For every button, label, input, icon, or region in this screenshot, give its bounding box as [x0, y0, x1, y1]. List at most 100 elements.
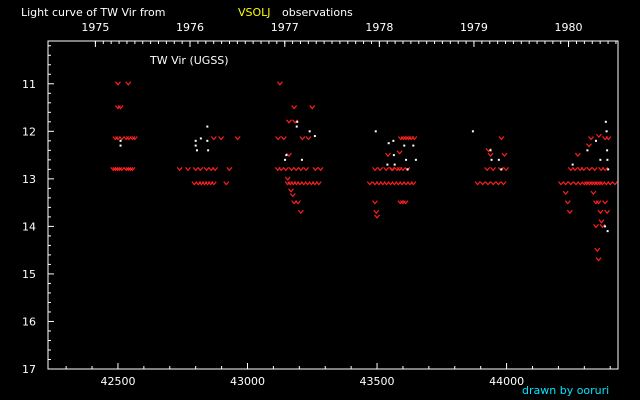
- fainter-than-mark: [574, 152, 581, 158]
- fainter-than-mark: [288, 188, 294, 193]
- observation-point: [386, 163, 389, 166]
- observation-point: [500, 168, 503, 171]
- fainter-than-mark: [192, 166, 199, 172]
- fainter-than-mark: [297, 166, 304, 172]
- fainter-than-mark: [303, 166, 310, 172]
- observation-point: [471, 130, 474, 133]
- fainter-than-mark: [399, 166, 406, 172]
- fainter-than-mark: [595, 133, 602, 139]
- fainter-than-mark: [289, 193, 296, 198]
- fainter-than-mark: [276, 81, 283, 86]
- fainter-than-mark: [125, 166, 132, 172]
- fainter-than-mark: [490, 181, 497, 186]
- year-tick-label: 1975: [81, 21, 109, 34]
- chart-title-suffix: observations: [282, 6, 353, 19]
- fainter-than-mark: [567, 181, 574, 186]
- fainter-than-mark: [210, 181, 217, 186]
- fainter-than-mark: [366, 181, 373, 186]
- observation-point: [119, 139, 122, 142]
- fainter-than-mark: [114, 166, 121, 172]
- fainter-than-mark: [564, 200, 571, 205]
- observation-point: [403, 144, 406, 147]
- observation-point: [285, 154, 288, 157]
- fainter-than-mark: [593, 224, 599, 229]
- y-tick-label: 14: [22, 220, 36, 233]
- star-label: TW Vir (UGSS): [149, 54, 229, 67]
- fainter-than-mark: [374, 214, 381, 219]
- observation-point: [606, 158, 609, 161]
- observation-point: [586, 149, 589, 152]
- fainter-than-mark: [110, 166, 117, 172]
- fainter-than-mark: [212, 166, 219, 172]
- observation-point: [606, 230, 609, 233]
- fainter-than-mark: [372, 200, 378, 205]
- observation-point: [207, 149, 210, 152]
- fainter-than-mark: [372, 166, 378, 172]
- fainter-than-mark: [595, 257, 602, 262]
- observation-point: [406, 168, 409, 171]
- observation-point: [392, 139, 395, 142]
- observation-point: [490, 158, 493, 161]
- observation-point: [392, 154, 395, 157]
- fainter-than-mark: [223, 181, 230, 186]
- fainter-than-mark: [410, 181, 417, 186]
- observation-point: [308, 130, 311, 133]
- fainter-than-mark: [288, 166, 295, 172]
- fainter-than-mark: [567, 166, 574, 172]
- fainter-than-mark: [595, 200, 602, 205]
- fainter-than-mark: [590, 190, 597, 196]
- fainter-than-mark: [580, 166, 587, 172]
- observation-point: [489, 149, 492, 152]
- fainter-than-mark: [116, 166, 123, 172]
- fainter-than-mark: [490, 166, 497, 172]
- observation-point: [571, 163, 574, 166]
- fainter-than-mark: [218, 136, 225, 141]
- fainter-than-mark: [184, 166, 191, 172]
- fainter-than-mark: [558, 181, 564, 186]
- fainter-than-mark: [573, 181, 579, 186]
- fainter-than-mark: [282, 166, 289, 172]
- observation-point: [393, 163, 396, 166]
- fainter-than-mark: [226, 166, 233, 172]
- year-tick-label: 1979: [460, 21, 488, 34]
- chart-title-prefix: Light curve of TW Vir from: [21, 6, 165, 19]
- observation-point: [374, 130, 377, 133]
- fainter-than-mark: [295, 200, 301, 205]
- fainter-than-mark: [588, 136, 595, 141]
- fainter-than-mark: [293, 166, 300, 172]
- fainter-than-mark: [291, 105, 298, 110]
- year-tick-label: 1978: [365, 21, 393, 34]
- observation-point: [194, 144, 197, 147]
- fainter-than-mark: [474, 181, 481, 186]
- observation-point: [284, 158, 287, 161]
- plot-frame: [47, 40, 619, 370]
- fainter-than-mark: [562, 190, 569, 196]
- fainter-than-mark: [275, 136, 282, 141]
- year-tick-label: 1980: [555, 21, 583, 34]
- credit-label: drawn by ooruri: [522, 384, 609, 397]
- fainter-than-mark: [373, 209, 380, 215]
- fainter-than-mark: [127, 166, 134, 172]
- fainter-than-mark: [501, 152, 508, 158]
- fainter-than-mark: [312, 166, 319, 172]
- observation-point: [295, 125, 298, 128]
- fainter-than-mark: [586, 166, 593, 172]
- fainter-than-mark: [299, 136, 306, 141]
- y-tick-label: 11: [22, 78, 36, 91]
- fainter-than-mark: [112, 166, 119, 172]
- year-tick-label: 1976: [176, 21, 204, 34]
- fainter-than-mark: [572, 166, 578, 172]
- fainter-than-mark: [118, 136, 125, 141]
- fainter-than-mark: [594, 247, 601, 253]
- observation-point: [194, 139, 197, 142]
- fainter-than-mark: [479, 181, 486, 186]
- y-tick-label: 16: [22, 315, 36, 328]
- observation-point: [594, 139, 597, 142]
- fainter-than-mark: [203, 166, 210, 172]
- fainter-than-mark: [114, 81, 121, 86]
- fainter-than-mark: [125, 81, 132, 86]
- fainter-than-mark: [566, 209, 573, 215]
- observation-point: [606, 149, 609, 152]
- fainter-than-mark: [297, 209, 304, 215]
